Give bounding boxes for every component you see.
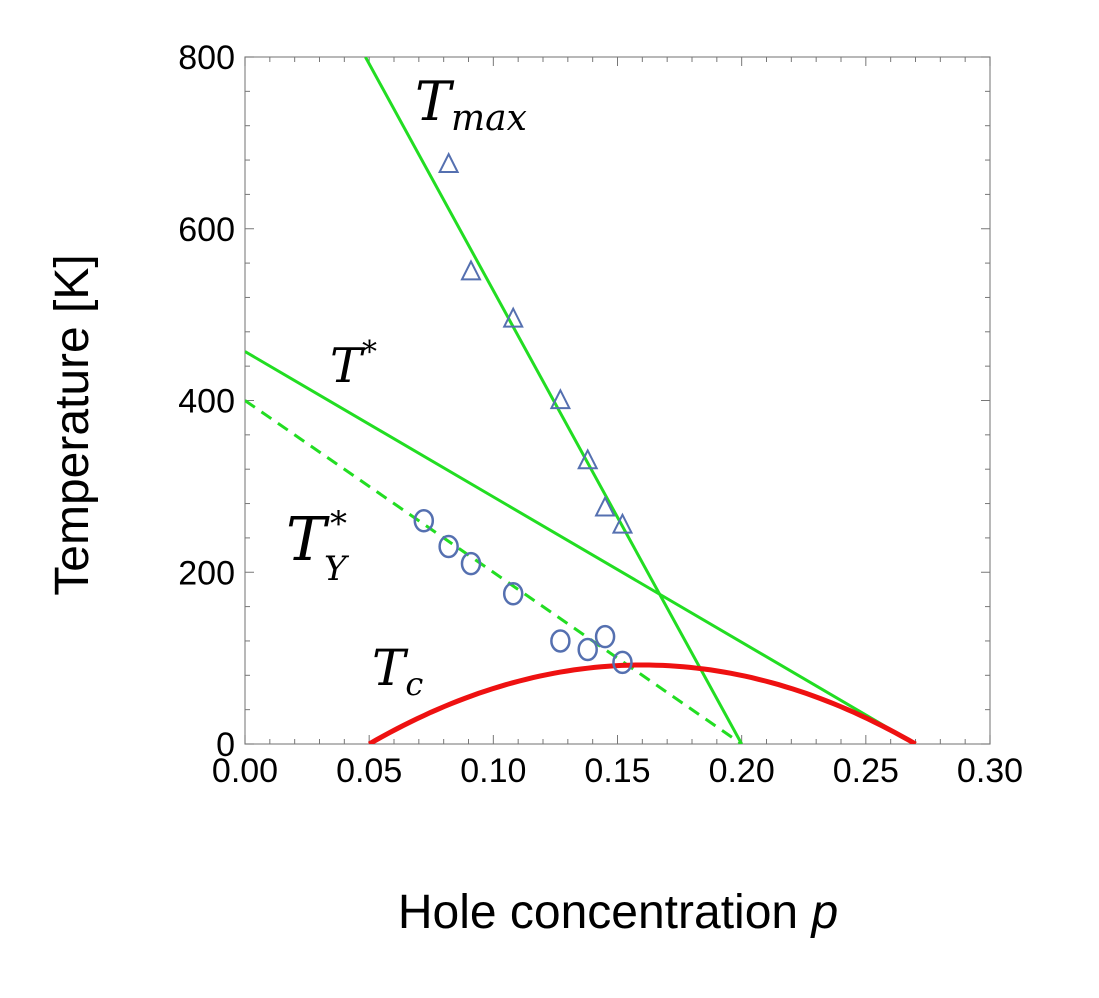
tstar-label-sup: * — [362, 335, 377, 370]
ty-data-point — [577, 637, 598, 662]
tmax-fit-line — [364, 57, 743, 744]
x-tick-label: 0.10 — [460, 752, 526, 790]
tmax-data-point — [549, 388, 572, 410]
y-tick-label: 800 — [178, 39, 235, 77]
y-tick-label: 400 — [178, 383, 235, 421]
tmax-data-point — [577, 448, 599, 470]
x-axis-title: Hole concentration p — [398, 886, 838, 939]
ty-label-sub: Y — [324, 549, 350, 589]
y-tick-label: 600 — [178, 211, 235, 249]
tc-dome-curve — [367, 662, 917, 744]
x-tick-label: 0.00 — [212, 752, 278, 790]
tmax-data-point — [611, 512, 634, 534]
y-tick-label: 0 — [216, 726, 235, 764]
plot-frame — [244, 56, 991, 745]
y-tick-label: 200 — [178, 554, 235, 592]
ty-data-point — [413, 508, 435, 533]
x-tick-label: 0.15 — [584, 752, 650, 790]
x-tick-label: 0.20 — [709, 752, 775, 790]
tmax-data-point — [438, 151, 460, 173]
y-axis-title: Temperature [K] — [46, 254, 99, 595]
ty-label: T * Y — [286, 504, 350, 589]
tstar-fit-line — [245, 350, 917, 744]
tmax-label-sub: max — [451, 98, 527, 139]
ty-label-main: T — [286, 505, 330, 575]
ty-label-sup: * — [330, 504, 347, 544]
tc-label: Tc — [372, 639, 423, 703]
x-axis-var: p — [809, 886, 838, 939]
ty-data-point — [612, 650, 633, 675]
x-tick-label: 0.25 — [833, 752, 899, 790]
ty-fit-line — [245, 399, 743, 744]
x-tick-label: 0.05 — [336, 752, 402, 790]
ty-data-point — [550, 629, 571, 653]
ty-data-point — [594, 624, 616, 649]
tmax-label: Tmax — [415, 70, 527, 139]
tstar-label: T* — [330, 335, 377, 394]
tmax-data-point — [460, 259, 482, 281]
tmax-data-point — [594, 495, 616, 517]
ty-data-point — [460, 551, 482, 576]
ty-data-point — [438, 534, 459, 559]
tc-label-sub: c — [405, 665, 423, 703]
x-tick-label: 0.30 — [957, 752, 1023, 790]
ty-data-point — [502, 581, 524, 606]
tmax-data-point — [502, 306, 524, 328]
